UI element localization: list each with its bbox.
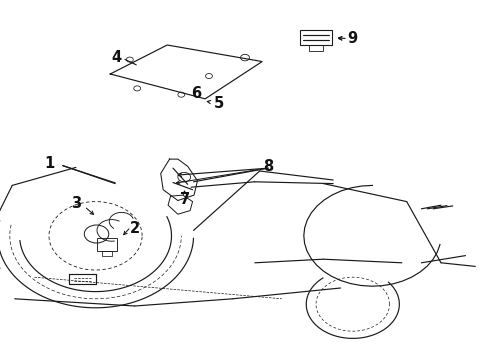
Text: 9: 9	[347, 31, 357, 46]
Text: 7: 7	[180, 192, 190, 207]
Text: 2: 2	[130, 221, 140, 236]
Text: 8: 8	[264, 159, 273, 174]
Text: 5: 5	[214, 96, 224, 111]
Text: 3: 3	[71, 196, 81, 211]
Text: 1: 1	[44, 156, 54, 171]
Text: 4: 4	[112, 50, 122, 65]
Text: 6: 6	[191, 86, 201, 101]
